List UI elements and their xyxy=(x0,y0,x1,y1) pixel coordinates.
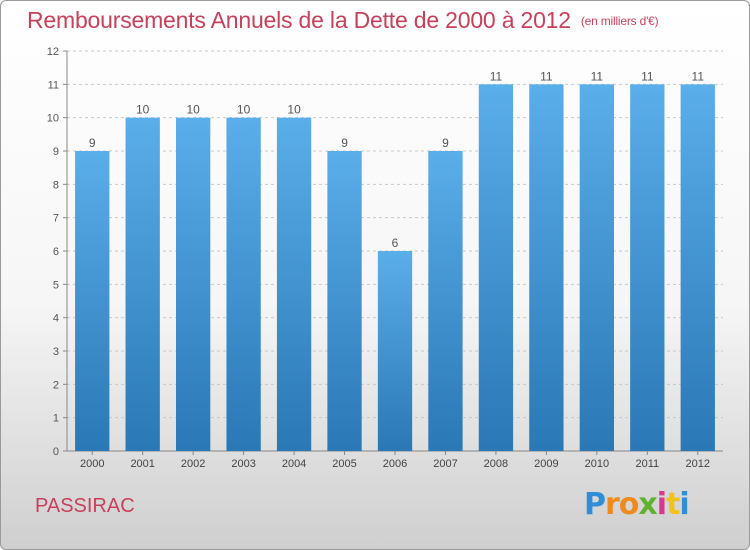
bar xyxy=(276,117,312,452)
bar xyxy=(175,117,211,452)
x-tick-label: 2011 xyxy=(635,458,659,470)
y-tick-label: 4 xyxy=(53,313,59,325)
labels: 0123456789101112920001020011020021020031… xyxy=(47,46,710,470)
y-tick-label: 5 xyxy=(53,279,59,291)
logo-letter: i xyxy=(679,487,689,522)
y-tick-label: 3 xyxy=(53,346,59,358)
x-tick-label: 2001 xyxy=(130,458,154,470)
chart-unit: (en milliers d'€) xyxy=(580,14,659,28)
bars xyxy=(75,84,715,452)
bar-value-label: 6 xyxy=(392,236,399,250)
chart-title: Remboursements Annuels de la Dette de 20… xyxy=(27,7,659,34)
y-tick-label: 12 xyxy=(47,46,59,58)
y-tick-label: 10 xyxy=(47,113,59,125)
chart-title-text: Remboursements Annuels de la Dette de 20… xyxy=(27,7,571,33)
place-name: PASSIRAC xyxy=(35,495,135,517)
y-tick-label: 8 xyxy=(53,179,59,191)
logo-letter: t xyxy=(666,487,680,522)
bar xyxy=(327,151,362,451)
x-tick-label: 2000 xyxy=(80,458,104,470)
x-tick-label: 2012 xyxy=(686,458,710,470)
bar xyxy=(226,117,261,452)
bar xyxy=(377,251,413,451)
bar-value-label: 11 xyxy=(641,69,654,83)
x-tick-label: 2009 xyxy=(534,458,558,470)
bar-value-label: 9 xyxy=(341,136,348,150)
logo-letter: i xyxy=(656,487,667,522)
y-tick-label: 1 xyxy=(53,413,59,425)
bar-value-label: 9 xyxy=(89,136,96,150)
bar xyxy=(428,151,463,451)
y-tick-label: 11 xyxy=(48,79,59,91)
y-tick-label: 0 xyxy=(53,446,59,458)
logo-letter: o xyxy=(618,487,640,522)
x-tick-label: 2002 xyxy=(181,458,205,470)
bar-value-label: 11 xyxy=(591,69,604,83)
bar xyxy=(75,151,110,451)
bar-value-label: 10 xyxy=(186,103,200,117)
y-tick-label: 6 xyxy=(53,246,59,258)
proxiti-logo: Proxiti xyxy=(584,487,690,522)
y-tick-label: 9 xyxy=(53,146,59,158)
bar xyxy=(579,84,615,451)
logo-letter: P xyxy=(584,487,606,522)
bar xyxy=(680,84,715,451)
x-tick-label: 2008 xyxy=(484,458,508,470)
y-tick-label: 2 xyxy=(53,379,59,391)
bar-value-label: 9 xyxy=(442,136,449,150)
x-tick-label: 2010 xyxy=(585,458,609,470)
x-tick-label: 2006 xyxy=(383,458,407,470)
x-tick-label: 2004 xyxy=(282,458,306,470)
bar xyxy=(125,117,160,452)
logo-letter: x xyxy=(638,487,657,522)
bar-value-label: 10 xyxy=(136,103,150,117)
bar-value-label: 10 xyxy=(237,103,251,117)
bar xyxy=(529,84,564,451)
x-tick-label: 2005 xyxy=(332,458,356,470)
x-tick-label: 2003 xyxy=(231,458,255,470)
bar xyxy=(630,84,665,451)
logo-letter: r xyxy=(605,487,620,522)
bar-value-label: 11 xyxy=(540,69,553,83)
y-tick-label: 7 xyxy=(53,213,59,225)
bar-value-label: 10 xyxy=(287,103,301,117)
bar-value-label: 11 xyxy=(490,69,503,83)
bar-value-label: 11 xyxy=(692,69,705,83)
bar xyxy=(478,84,514,451)
x-tick-label: 2007 xyxy=(433,458,457,470)
